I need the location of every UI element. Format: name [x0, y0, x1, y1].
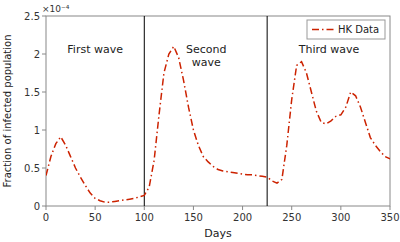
x-tick — [390, 206, 391, 210]
x-tick-label: 250 — [282, 212, 301, 223]
x-tick — [291, 206, 292, 210]
y-axis-label: Fraction of infected population — [2, 34, 13, 187]
x-tick — [95, 206, 96, 210]
x-tick — [242, 206, 243, 210]
x-tick — [193, 206, 194, 210]
y-tick-label: 0.5 — [24, 163, 40, 174]
y-tick-label: 0 — [34, 201, 40, 212]
x-tick-label: 100 — [135, 212, 154, 223]
x-tick-label: 0 — [43, 212, 49, 223]
scale-label: ×10⁻⁴ — [42, 4, 70, 14]
wave-boundary — [144, 16, 145, 206]
wave-label: Third wave — [298, 43, 360, 56]
y-tick — [42, 130, 46, 131]
legend-label: HK Data — [338, 24, 379, 35]
y-tick-label: 2.5 — [24, 11, 40, 22]
x-tick-label: 50 — [89, 212, 102, 223]
x-tick — [340, 206, 341, 210]
wave-label: First wave — [67, 43, 123, 56]
wave-boundary — [267, 16, 268, 206]
y-tick-label: 1 — [34, 125, 40, 136]
x-tick-label: 200 — [233, 212, 252, 223]
legend-swatch — [312, 29, 334, 31]
y-tick-label: 2 — [34, 49, 40, 60]
y-tick — [42, 206, 46, 207]
x-tick — [144, 206, 145, 210]
y-tick — [42, 168, 46, 169]
wave-label: Secondwave — [186, 43, 226, 69]
series-line — [46, 46, 390, 202]
y-tick — [42, 54, 46, 55]
x-tick — [46, 206, 47, 210]
y-tick-label: 1.5 — [24, 87, 40, 98]
x-tick-label: 350 — [380, 212, 399, 223]
legend-box — [307, 20, 385, 39]
plot-frame — [46, 16, 390, 206]
x-tick-label: 150 — [184, 212, 203, 223]
x-axis-label: Days — [204, 227, 232, 240]
y-tick — [42, 92, 46, 93]
x-tick-label: 300 — [331, 212, 350, 223]
y-tick — [42, 16, 46, 17]
